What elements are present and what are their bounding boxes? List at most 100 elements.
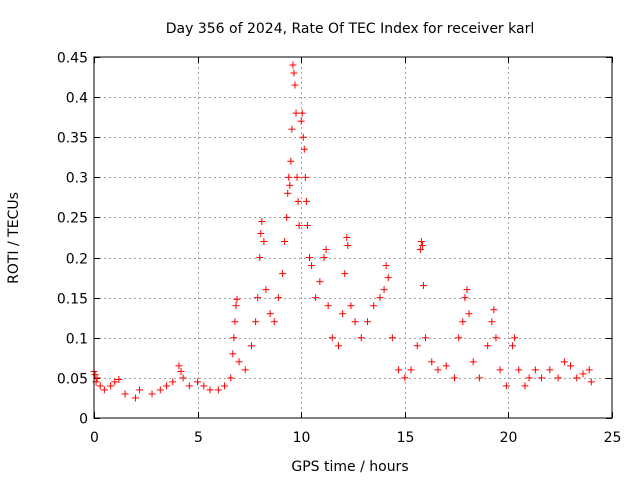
x-tick-label: 20 (500, 430, 518, 446)
data-point (459, 318, 467, 326)
data-point (384, 274, 392, 282)
data-point (407, 366, 415, 374)
x-tick-label: 5 (194, 430, 203, 446)
data-point (488, 318, 496, 326)
data-point (286, 181, 294, 189)
data-point (341, 270, 349, 278)
data-point (214, 386, 222, 394)
data-point (290, 69, 298, 77)
grid-lines (94, 57, 612, 418)
data-point (175, 362, 183, 370)
data-point (422, 334, 430, 342)
data-point (185, 382, 193, 390)
data-point (293, 173, 301, 181)
data-point (93, 374, 101, 382)
data-point (567, 362, 575, 370)
data-point (521, 382, 529, 390)
data-point (376, 294, 384, 302)
y-axis-label: ROTI / TECUs (6, 192, 22, 284)
data-point (96, 382, 104, 390)
data-point (585, 366, 593, 374)
data-point (417, 238, 425, 246)
y-tick-label: 0.4 (66, 91, 88, 107)
data-point (148, 390, 156, 398)
data-point (573, 374, 581, 382)
data-point (364, 318, 372, 326)
y-tick-label: 0.15 (57, 292, 88, 308)
plot-frame (93, 56, 613, 419)
data-point (230, 334, 238, 342)
y-tick-label: 0.05 (57, 372, 88, 388)
data-point (334, 342, 342, 350)
data-point (351, 318, 359, 326)
y-tick-label: 0.35 (57, 131, 88, 147)
data-point (241, 366, 249, 374)
data-point (413, 342, 421, 350)
data-point (302, 197, 310, 205)
data-point (115, 375, 123, 383)
data-point (279, 270, 287, 278)
x-tick-label: 25 (604, 430, 622, 446)
data-point (560, 358, 568, 366)
data-point (305, 254, 313, 262)
data-point (419, 282, 427, 290)
data-point (401, 374, 409, 382)
data-point (388, 334, 396, 342)
y-tick-label: 0 (79, 412, 88, 428)
data-point (316, 278, 324, 286)
y-tick-label: 0.2 (66, 252, 88, 268)
data-point (434, 366, 442, 374)
data-point (298, 109, 306, 117)
data-point (509, 342, 517, 350)
data-point (206, 386, 214, 394)
data-point (324, 302, 332, 310)
data-point (287, 157, 295, 165)
data-point (320, 254, 328, 262)
data-point (442, 362, 450, 370)
data-point (546, 366, 554, 374)
data-point (511, 334, 519, 342)
data-point (111, 378, 119, 386)
data-point (131, 394, 139, 402)
data-point (274, 294, 282, 302)
data-point (163, 382, 171, 390)
data-point (455, 334, 463, 342)
data-point (288, 125, 296, 133)
data-point (200, 382, 208, 390)
data-point (247, 342, 255, 350)
data-point (270, 318, 278, 326)
data-point (297, 117, 305, 125)
data-points (90, 61, 595, 402)
data-point (461, 294, 469, 302)
data-point (531, 366, 539, 374)
data-point (357, 334, 365, 342)
data-point (227, 374, 235, 382)
data-point (257, 229, 265, 237)
data-point (492, 334, 500, 342)
data-point (283, 213, 291, 221)
data-point (347, 302, 355, 310)
data-point (291, 81, 299, 89)
x-tick-label: 15 (397, 430, 415, 446)
data-point (382, 262, 390, 270)
data-point (260, 238, 268, 246)
data-point (484, 342, 492, 350)
y-tick-label: 0.3 (66, 171, 88, 187)
y-tick-label: 0.25 (57, 211, 88, 227)
data-point (284, 189, 292, 197)
y-tick-label: 0.1 (66, 332, 88, 348)
data-point (502, 382, 510, 390)
data-point (233, 295, 241, 303)
data-point (231, 318, 239, 326)
data-point (295, 221, 303, 229)
data-point (262, 286, 270, 294)
tick-labels: 0 0.05 0.1 0.15 0.2 0.25 0.3 0.35 0.4 0.45 0 5 10 15 2… (57, 51, 622, 447)
axis-ticks (94, 57, 613, 419)
data-point (465, 310, 473, 318)
data-point (328, 334, 336, 342)
data-point (322, 246, 330, 254)
data-point (308, 262, 316, 270)
data-point (370, 302, 378, 310)
data-point (344, 242, 352, 250)
